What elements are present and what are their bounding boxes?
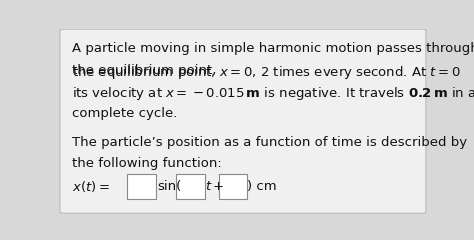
Text: ) cm: ) cm — [247, 180, 277, 193]
Text: sin(: sin( — [157, 180, 181, 193]
Text: $t+$: $t+$ — [205, 180, 225, 193]
Text: its velocity at $x = -0.015\,\mathbf{m}$ is negative. It travels $\mathbf{0.2\,m: its velocity at $x = -0.015\,\mathbf{m}$… — [72, 85, 474, 102]
Text: The particle’s position as a function of time is described by: The particle’s position as a function of… — [72, 136, 467, 149]
FancyBboxPatch shape — [176, 174, 205, 199]
Text: the following function:: the following function: — [72, 157, 222, 170]
FancyBboxPatch shape — [127, 174, 156, 199]
Text: the equilibrium point, $x = 0$, 2 times every second. At $t = 0$: the equilibrium point, $x = 0$, 2 times … — [72, 64, 461, 81]
Text: the equilibrium point,: the equilibrium point, — [72, 64, 221, 77]
FancyBboxPatch shape — [219, 174, 247, 199]
Text: A particle moving in simple harmonic motion passes through: A particle moving in simple harmonic mot… — [72, 42, 474, 55]
Text: $x(t) =$: $x(t) =$ — [72, 179, 110, 194]
FancyBboxPatch shape — [60, 29, 426, 213]
Text: complete cycle.: complete cycle. — [72, 107, 177, 120]
